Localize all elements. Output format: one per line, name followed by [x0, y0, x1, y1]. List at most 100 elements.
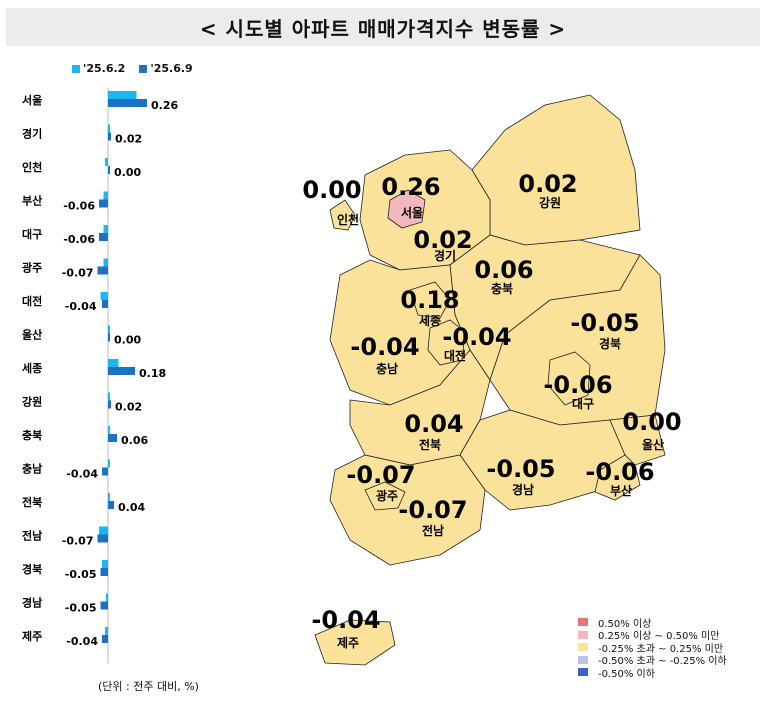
map-legend-label: -0.50% 이하: [598, 668, 655, 680]
legend-label-0: '25.6.2: [83, 62, 126, 75]
map-value: -0.04: [311, 606, 380, 634]
category-label: 강원: [22, 395, 42, 409]
data-label: 0.26: [151, 99, 178, 112]
map-value: -0.07: [346, 461, 415, 489]
map-legend-swatch: [578, 643, 588, 652]
map-region-name: 전북: [419, 437, 441, 452]
bar-prev: [108, 493, 110, 501]
map-legend-swatch: [578, 630, 588, 639]
bar-curr: [97, 266, 108, 275]
category-label: 전남: [22, 529, 42, 543]
bar-curr: [102, 635, 108, 643]
map-labels: 0.26서울0.00인천0.02경기0.02강원0.06충북0.18세종-0.0…: [302, 170, 681, 650]
map-region-name: 강원: [539, 196, 561, 210]
map-region-name: 경기: [434, 248, 456, 263]
region-busan: [594, 454, 641, 501]
map-value: -0.04: [350, 333, 419, 361]
map-legend-label: -0.25% 초과 ~ 0.25% 미만: [598, 643, 724, 655]
category-label: 대전: [22, 294, 42, 308]
region-incheon: [329, 199, 356, 231]
bar-curr: [108, 166, 110, 174]
legend-item-1: '25.6.9: [139, 62, 193, 75]
bar-curr: [108, 400, 111, 409]
category-label: 광주: [22, 262, 42, 275]
category-label: 충북: [22, 428, 42, 442]
chart-title: < 시도별 아파트 매매가격지수 변동률 >: [6, 8, 760, 46]
bar-prev: [103, 225, 108, 233]
bar-curr: [108, 501, 114, 509]
map-legend-row: 0.25% 이상 ~ 0.50% 미만: [578, 629, 727, 642]
map-value: -0.06: [543, 371, 612, 399]
bar-prev: [108, 124, 110, 133]
category-label: 부산: [22, 194, 42, 208]
data-label: -0.06: [63, 200, 95, 213]
region-seoul: [387, 189, 426, 229]
bar-prev: [108, 426, 110, 434]
map-value: 0.02: [518, 170, 577, 198]
bar-prev: [108, 91, 137, 99]
map-legend-swatch: [578, 668, 588, 677]
bar-prev: [108, 359, 119, 367]
data-label: 0.02: [115, 133, 142, 146]
bar-prev: [108, 459, 110, 468]
bar-prev: [105, 158, 108, 166]
data-label: -0.06: [63, 233, 95, 246]
unit-note: (단위 : 전주 대비, %): [98, 680, 199, 693]
bar-curr: [100, 568, 108, 576]
map-value: -0.05: [486, 455, 555, 483]
category-label: 대구: [22, 227, 42, 241]
map-legend-row: -0.50% 이하: [578, 666, 727, 680]
bar-prev: [100, 292, 108, 300]
data-label: -0.04: [66, 635, 98, 648]
map-value: -0.04: [442, 323, 511, 351]
region-jeju: [314, 619, 396, 666]
bar-prev: [106, 593, 108, 602]
data-label: 0.06: [121, 434, 148, 447]
map-value: -0.05: [570, 309, 639, 337]
bar-curr: [108, 434, 117, 442]
map-legend-label: 0.50% 이상: [598, 618, 652, 630]
map-legend-row: -0.25% 초과 ~ 0.25% 미만: [578, 641, 727, 655]
map-region-name: 울산: [642, 437, 664, 452]
legend-label-1: '25.6.9: [150, 62, 193, 75]
legend-swatch-0: [72, 64, 80, 73]
bar-prev: [108, 392, 110, 401]
bar-curr: [100, 601, 108, 610]
bar-prev: [99, 526, 108, 535]
bar-curr: [108, 99, 147, 107]
map-region-name: 광주: [376, 488, 398, 503]
category-label: 경기: [22, 127, 42, 141]
region-daejeon: [427, 319, 466, 366]
map-region-name: 대전: [444, 348, 466, 363]
bar-prev: [108, 325, 110, 334]
map-region-name: 세종: [419, 313, 441, 328]
map-region-name: 제주: [337, 636, 359, 650]
region-ulsan: [609, 414, 666, 466]
bar-curr: [99, 233, 108, 241]
map-region-name: 전남: [422, 523, 444, 538]
bar-chart: 서울 0.26 경기 0.02 인천 0.00 부산 -0.06 대구 -0.06 광주 -0.07 대…: [22, 88, 178, 664]
bar-prev: [102, 560, 108, 568]
category-label: 서울: [22, 93, 42, 107]
category-label: 전북: [22, 495, 42, 509]
bar-curr: [108, 132, 111, 141]
bar-prev: [103, 258, 108, 267]
map-value: 0.04: [404, 410, 463, 438]
map-value: 0.02: [413, 226, 472, 254]
data-label: 0.02: [115, 401, 142, 414]
map-region-name: 인천: [337, 212, 359, 227]
map-value: 0.18: [400, 286, 459, 314]
bar-curr: [102, 300, 108, 308]
category-label: 제주: [22, 629, 42, 643]
map-value: 0.06: [474, 256, 533, 284]
map-region-name: 경남: [512, 482, 534, 497]
region-gwangju: [364, 481, 406, 511]
map-legend-label: 0.25% 이상 ~ 0.50% 미만: [598, 631, 720, 643]
map-region-name: 경북: [599, 337, 621, 351]
data-label: 0.00: [114, 334, 141, 347]
data-label: -0.05: [65, 568, 97, 581]
category-label: 인천: [22, 160, 42, 174]
legend-swatch-1: [139, 64, 148, 73]
data-label: -0.05: [65, 602, 97, 615]
map-legend-swatch: [578, 655, 588, 664]
